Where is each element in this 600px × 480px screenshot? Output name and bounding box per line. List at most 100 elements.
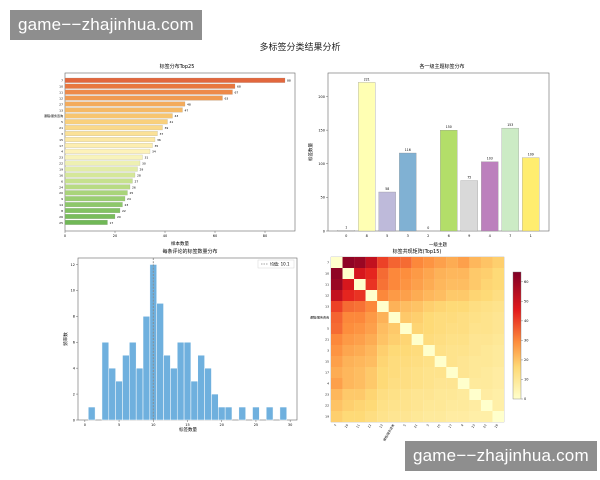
histogram-x-tick-label: 10 [151, 423, 155, 427]
top25-bar [64, 143, 153, 148]
top25-bar-value-label: 39 [165, 126, 169, 130]
heatmap-cell [423, 312, 435, 324]
histogram-y-tick-label: 2 [73, 392, 75, 396]
heatmap-cell [400, 367, 412, 379]
heatmap-cell [469, 268, 481, 280]
histogram-bar [163, 354, 171, 421]
heatmap-cell [434, 301, 447, 313]
colorbar-tick-label: 60 [524, 280, 528, 284]
heatmap-cell [354, 312, 366, 324]
heatmap-cell [434, 334, 447, 346]
histogram-y-tick-label: 0 [73, 418, 75, 422]
histogram-bar [204, 367, 212, 421]
top25-bar-value-label: 17 [110, 221, 114, 225]
heatmap-cell [492, 378, 505, 390]
heatmap-cell [469, 334, 481, 346]
histogram-x-tick-label: 5 [118, 423, 120, 427]
top25-bar [64, 160, 141, 166]
heatmap-cell [480, 312, 493, 324]
heatmap-cell [400, 378, 412, 390]
heatmap-cell [434, 312, 447, 324]
heatmap-cell [434, 323, 447, 335]
top25-category-tick: 15 [59, 138, 63, 142]
theme-category-tick: 5 [386, 234, 388, 238]
heatmap-cell [480, 301, 493, 313]
top25-bar [64, 89, 233, 95]
heatmap-cell [377, 323, 389, 335]
top25-bar [64, 166, 138, 172]
top25-bar [64, 148, 151, 154]
heatmap-cell [469, 301, 481, 313]
heatmap-cell [446, 323, 458, 335]
histogram-bar [101, 341, 110, 421]
heatmap-cell [480, 389, 493, 401]
heatmap-cell [423, 378, 435, 390]
heatmap-cell [480, 279, 493, 291]
heatmap-cell [411, 257, 424, 269]
heatmap-col-label: 19 [494, 423, 499, 428]
heatmap-cell [400, 334, 412, 346]
watermark-bottom: game−−zhajinhua.com [405, 441, 597, 471]
heatmap-cell [365, 279, 378, 291]
heatmap-cell [411, 389, 424, 401]
heatmap-cell [354, 345, 366, 357]
heatmap-cell [457, 323, 470, 335]
heatmap-cell [411, 334, 424, 346]
histogram-y-tick-label: 8 [73, 315, 75, 319]
histogram-x-axis-label: 标签数量 [179, 426, 197, 433]
heatmap-cell [388, 389, 401, 401]
heatmap-cell [411, 400, 424, 412]
histogram-bar [108, 367, 116, 421]
heatmap-cell [434, 279, 447, 291]
heatmap-cell [423, 323, 435, 335]
heatmap-cell [469, 378, 481, 390]
heatmap-cell [354, 411, 366, 423]
top25-category-tick: 9 [61, 197, 63, 201]
top25-x-tick-label: 40 [163, 234, 167, 238]
heatmap-cell [331, 301, 343, 313]
heatmap-cell [354, 356, 366, 368]
heatmap-cell [377, 301, 389, 313]
heatmap-cell [469, 411, 481, 423]
heatmap-cell [365, 257, 378, 269]
top25-bar-value-label: 35 [155, 144, 159, 148]
heatmap-cell [400, 312, 412, 324]
theme-bar-value-label: 153 [507, 123, 513, 127]
heatmap-cell [492, 323, 505, 335]
heatmap-cell [446, 356, 458, 368]
heatmap-cell [388, 411, 401, 423]
heatmap-cell [400, 345, 412, 357]
heatmap-cell [434, 367, 447, 379]
theme-bar [440, 129, 458, 232]
heatmap-cell [354, 400, 366, 412]
heatmap-col-label: 7 [333, 423, 337, 427]
top25-category-tick: 课程/服务咨询 [44, 113, 63, 118]
heatmap-cell [434, 411, 447, 423]
top25-bar-value-label: 26 [132, 185, 136, 189]
heatmap-cell [365, 268, 378, 280]
heatmap-cell [457, 334, 470, 346]
heatmap-col-label: 21 [413, 423, 418, 428]
heatmap-row-label: 23 [325, 393, 329, 397]
heatmap-cell [365, 378, 378, 390]
heatmap-row-label: 15 [325, 360, 329, 364]
histogram-bar [252, 406, 260, 421]
top25-bar [64, 202, 123, 208]
theme-bar-value-label: 221 [364, 77, 370, 81]
heatmap-col-label: 17 [448, 423, 453, 428]
heatmap-cell [365, 312, 378, 324]
tags-per-comment-histogram: 每条评论的标签数量分布 0 5 10 15 20 25 30 0 2 4 6 8 10 12 标签数量 频… [62, 248, 298, 433]
heatmap-cell [480, 411, 493, 423]
heatmap-cell [331, 400, 343, 412]
theme-chart-title: 各一级主题标签分布 [419, 63, 464, 70]
heatmap-cell [365, 389, 378, 401]
heatmap-row-label: 22 [325, 404, 329, 408]
heatmap-cell [446, 345, 458, 357]
top25-bar [64, 190, 128, 196]
heatmap-cell [365, 400, 378, 412]
heatmap-cell [342, 279, 355, 291]
top25-bar [64, 107, 183, 113]
top25-x-tick-label: 20 [113, 234, 117, 238]
heatmap-cell [377, 400, 389, 412]
theme-bar-value-label: 1 [345, 225, 347, 229]
